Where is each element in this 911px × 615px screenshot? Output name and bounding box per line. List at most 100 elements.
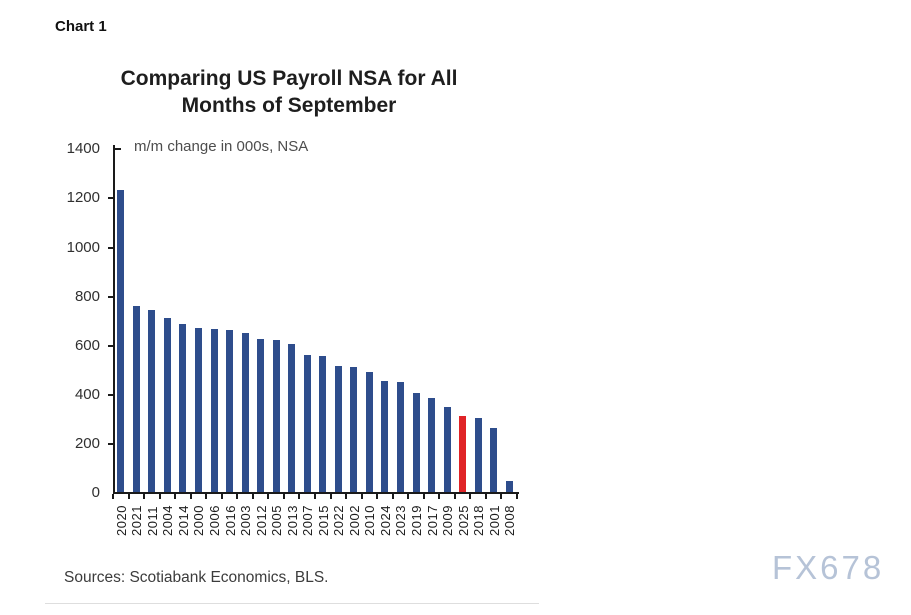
y-axis-label-1200: 1200 (66, 189, 100, 207)
x-axis-tick-15 (345, 494, 348, 499)
y-axis-label-0: 0 (91, 484, 100, 501)
bar-2017 (428, 398, 436, 492)
y-axis-label-200: 200 (74, 434, 100, 452)
bar-2014 (179, 323, 187, 492)
chart-title: Comparing US Payroll NSA for All Months … (58, 66, 520, 119)
x-axis-label-2023: 2023 (393, 505, 409, 536)
x-axis-label-2009: 2009 (440, 505, 456, 536)
x-axis-label-2022: 2022 (331, 505, 347, 536)
x-axis-tick-22 (453, 494, 456, 499)
x-axis-tick-26 (516, 494, 518, 499)
x-axis-tick-14 (329, 494, 332, 499)
bar-2002 (350, 366, 358, 492)
x-axis-tick-12 (298, 494, 301, 499)
x-axis-tick-23 (469, 494, 472, 499)
chart-title-line1: Comparing US Payroll NSA for All (120, 67, 458, 90)
sources-note: Sources: Scotiabank Economics, BLS. (64, 569, 329, 586)
bar-2000 (194, 328, 202, 492)
y-axis-label-800: 800 (74, 287, 100, 305)
x-axis-label-2007: 2007 (300, 505, 316, 536)
bar-2011 (148, 309, 156, 492)
bar-2004 (163, 317, 171, 492)
y-axis-label-1400: 1400 (66, 140, 100, 158)
bar-2003 (241, 332, 249, 492)
x-axis-label-2015: 2015 (315, 505, 331, 536)
x-axis-label-2012: 2012 (253, 505, 269, 536)
y-axis-tick-200 (108, 442, 113, 445)
bar-2019 (412, 392, 420, 492)
y-axis-tick-600 (108, 344, 113, 347)
x-axis-tick-4 (174, 494, 177, 499)
y-axis-tick-800 (108, 295, 113, 298)
bar-2024 (381, 381, 389, 492)
x-axis-tick-24 (484, 494, 487, 499)
bar-2023 (396, 382, 404, 492)
x-axis-tick-21 (438, 494, 441, 499)
x-axis-tick-7 (220, 494, 223, 499)
x-axis-label-2016: 2016 (222, 505, 238, 536)
x-axis-tick-6 (205, 494, 208, 499)
footer-divider (45, 603, 539, 604)
y-axis-tick-400 (108, 393, 113, 396)
x-axis-tick-20 (422, 494, 425, 499)
chart-title-line2: Months of September (181, 93, 397, 117)
bar-2008 (505, 480, 513, 492)
bar-2010 (365, 372, 373, 492)
bar-2009 (443, 406, 451, 492)
x-axis-tick-5 (189, 494, 192, 499)
x-axis-label-2002: 2002 (346, 505, 362, 536)
y-axis-tick-1400 (115, 148, 121, 151)
x-axis-label-2024: 2024 (377, 505, 393, 536)
x-axis-label-2018: 2018 (471, 505, 487, 536)
x-axis-label-2000: 2000 (191, 505, 207, 536)
x-axis-label-2019: 2019 (409, 505, 424, 536)
x-axis-tick-25 (500, 494, 503, 499)
y-axis-tick-1200 (108, 197, 113, 200)
x-axis-tick-3 (158, 494, 161, 499)
chart-subtitle: m/m change in 000s, NSA (134, 138, 309, 155)
x-axis-tick-0 (112, 494, 114, 499)
bar-2022 (334, 365, 342, 492)
bar-2006 (210, 329, 218, 492)
x-axis-label-2005: 2005 (269, 505, 285, 536)
bar-2007 (303, 354, 311, 492)
x-axis-tick-10 (267, 494, 270, 499)
bar-2025 (459, 415, 467, 492)
x-axis-tick-9 (251, 494, 254, 499)
x-axis-label-2013: 2013 (284, 505, 300, 536)
x-axis-label-2025: 2025 (455, 505, 471, 536)
bar-2012 (257, 339, 265, 492)
bar-2018 (474, 418, 482, 492)
y-axis-label-400: 400 (74, 385, 100, 403)
x-axis-tick-17 (376, 494, 379, 499)
x-axis-tick-16 (360, 494, 363, 499)
watermark-fx678: FX678 (772, 549, 885, 586)
x-axis-label-2004: 2004 (160, 505, 176, 536)
x-axis-label-2008: 2008 (502, 505, 518, 536)
x-axis-tick-8 (236, 494, 239, 499)
x-axis-tick-19 (407, 494, 410, 499)
x-axis-label-2021: 2021 (129, 505, 145, 536)
x-axis-label-2014: 2014 (175, 505, 191, 536)
x-axis-tick-2 (143, 494, 146, 499)
y-axis-label-600: 600 (74, 336, 100, 354)
x-axis-tick-11 (282, 494, 285, 499)
x-axis-tick-13 (314, 494, 316, 499)
bar-2005 (272, 340, 280, 492)
chart-number-label: Chart 1 (55, 18, 107, 35)
bar-2021 (132, 306, 140, 492)
x-axis-label-2010: 2010 (362, 505, 378, 536)
bar-2001 (490, 428, 498, 492)
plot-area (113, 145, 519, 494)
x-axis-label-2003: 2003 (238, 505, 254, 536)
bar-2020 (117, 190, 125, 492)
y-axis-tick-1000 (108, 246, 113, 249)
bar-2015 (319, 356, 327, 492)
x-axis-label-2020: 2020 (113, 505, 129, 536)
x-axis-label-2001: 2001 (486, 505, 502, 536)
x-axis-label-2006: 2006 (207, 505, 222, 536)
bar-2013 (288, 344, 296, 492)
x-axis-tick-18 (391, 494, 394, 499)
x-axis-tick-1 (127, 494, 130, 499)
y-axis-label-1000: 1000 (66, 238, 100, 256)
